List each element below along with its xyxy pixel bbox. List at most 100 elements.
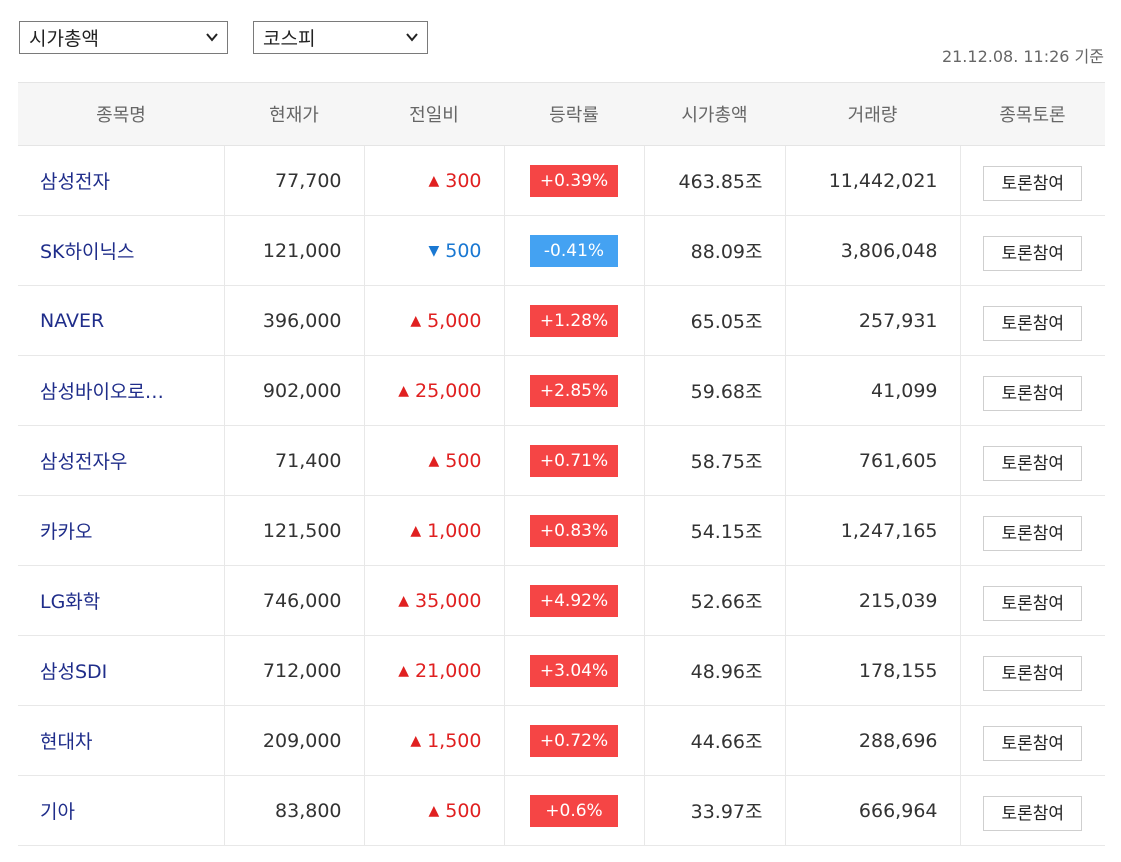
- discussion-cell: 토론참여: [959, 495, 1105, 566]
- change-rate: +0.72%: [503, 705, 644, 776]
- table-row: SK하이닉스 121,000 ▼ 500 -0.41% 88.09조 3,806,048 토론…: [18, 215, 1105, 286]
- price-change-value: 21,000: [415, 659, 482, 682]
- table-row: LG화학 746,000 ▲ 35,000 +4.92% 52.66조 215,039 토론참…: [18, 565, 1105, 636]
- change-rate-badge: +3.04%: [530, 654, 618, 687]
- table-row: NAVER 396,000 ▲ 5,000 +1.28% 65.05조 257,931 토론참…: [18, 285, 1105, 356]
- stock-table: 종목명 현재가 전일비 등락률 시가총액 거래량 종목토론 삼성전자 77,700…: [18, 82, 1105, 846]
- sort-select[interactable]: 시가총액: [19, 21, 228, 54]
- join-discussion-button[interactable]: 토론참여: [983, 446, 1083, 481]
- stock-name-link[interactable]: 삼성전자: [18, 145, 224, 216]
- stock-name-link[interactable]: 현대차: [18, 705, 224, 776]
- discussion-cell: 토론참여: [959, 355, 1105, 426]
- change-rate: +3.04%: [503, 635, 644, 706]
- current-price: 121,000: [223, 215, 364, 286]
- discussion-cell: 토론참여: [959, 145, 1105, 216]
- market-select-value: 코스피: [263, 28, 316, 50]
- market-cap: 59.68조: [643, 355, 785, 426]
- change-rate: +0.6%: [503, 775, 644, 846]
- table-row: 기아 83,800 ▲ 500 +0.6% 33.97조 666,964 토론참여: [18, 775, 1105, 846]
- chevron-down-icon: [206, 33, 218, 42]
- change-rate: -0.41%: [503, 215, 644, 286]
- current-price: 121,500: [223, 495, 364, 566]
- price-change: ▲ 5,000: [363, 285, 504, 356]
- stock-name-link[interactable]: 삼성SDI: [18, 635, 224, 706]
- market-cap: 48.96조: [643, 635, 785, 706]
- price-change: ▲ 21,000: [363, 635, 504, 706]
- price-change: ▲ 25,000: [363, 355, 504, 426]
- join-discussion-button[interactable]: 토론참여: [983, 236, 1083, 271]
- join-discussion-button[interactable]: 토론참여: [983, 586, 1083, 621]
- volume: 1,247,165: [784, 495, 960, 566]
- sort-select-value: 시가총액: [29, 28, 99, 50]
- discussion-cell: 토론참여: [959, 215, 1105, 286]
- table-header: 종목명 현재가 전일비 등락률 시가총액 거래량 종목토론: [18, 82, 1105, 146]
- table-row: 삼성전자우 71,400 ▲ 500 +0.71% 58.75조 761,605 토론참여: [18, 425, 1105, 496]
- volume: 215,039: [784, 565, 960, 636]
- join-discussion-button[interactable]: 토론참여: [983, 726, 1083, 761]
- price-change-value: 5,000: [427, 309, 482, 332]
- change-rate-badge: +0.39%: [530, 164, 618, 197]
- price-change: ▲ 500: [363, 775, 504, 846]
- current-price: 71,400: [223, 425, 364, 496]
- price-change-value: 1,500: [427, 729, 482, 752]
- current-price: 396,000: [223, 285, 364, 356]
- change-rate: +0.39%: [503, 145, 644, 216]
- join-discussion-button[interactable]: 토론참여: [983, 656, 1083, 691]
- stock-name-link[interactable]: NAVER: [18, 285, 224, 356]
- change-rate: +4.92%: [503, 565, 644, 636]
- current-price: 902,000: [223, 355, 364, 426]
- stock-name-link[interactable]: SK하이닉스: [18, 215, 224, 286]
- table-row: 카카오 121,500 ▲ 1,000 +0.83% 54.15조 1,247,165 토론참…: [18, 495, 1105, 566]
- volume: 257,931: [784, 285, 960, 356]
- stock-name-link[interactable]: LG화학: [18, 565, 224, 636]
- market-select[interactable]: 코스피: [253, 21, 428, 54]
- col-header-volume: 거래량: [785, 82, 960, 146]
- volume: 288,696: [784, 705, 960, 776]
- price-change-value: 500: [445, 449, 482, 472]
- table-row: 삼성SDI 712,000 ▲ 21,000 +3.04% 48.96조 178,155 토론…: [18, 635, 1105, 706]
- current-price: 77,700: [223, 145, 364, 216]
- change-rate-badge: +1.28%: [530, 304, 618, 337]
- price-change: ▲ 300: [363, 145, 504, 216]
- market-cap: 44.66조: [643, 705, 785, 776]
- stock-name-link[interactable]: 삼성전자우: [18, 425, 224, 496]
- triangle-up-icon: ▲: [428, 172, 440, 189]
- current-price: 83,800: [223, 775, 364, 846]
- discussion-cell: 토론참여: [959, 705, 1105, 776]
- col-header-name: 종목명: [18, 82, 224, 146]
- market-cap: 463.85조: [643, 145, 785, 216]
- change-rate-badge: +0.71%: [530, 444, 618, 477]
- table-row: 삼성바이오로… 902,000 ▲ 25,000 +2.85% 59.68조 41,099 토…: [18, 355, 1105, 426]
- col-header-discussion: 종목토론: [960, 82, 1105, 146]
- join-discussion-button[interactable]: 토론참여: [983, 306, 1083, 341]
- join-discussion-button[interactable]: 토론참여: [983, 376, 1083, 411]
- join-discussion-button[interactable]: 토론참여: [983, 796, 1083, 831]
- price-change-value: 1,000: [427, 519, 482, 542]
- market-cap: 88.09조: [643, 215, 785, 286]
- change-rate: +0.71%: [503, 425, 644, 496]
- triangle-down-icon: ▼: [428, 242, 440, 259]
- price-change-value: 500: [445, 239, 482, 262]
- price-change-value: 500: [445, 799, 482, 822]
- market-cap: 52.66조: [643, 565, 785, 636]
- chevron-down-icon: [406, 33, 418, 42]
- join-discussion-button[interactable]: 토론참여: [983, 166, 1083, 201]
- change-rate: +0.83%: [503, 495, 644, 566]
- join-discussion-button[interactable]: 토론참여: [983, 516, 1083, 551]
- market-cap: 58.75조: [643, 425, 785, 496]
- stock-name-link[interactable]: 카카오: [18, 495, 224, 566]
- stock-name-link[interactable]: 삼성바이오로…: [18, 355, 224, 426]
- volume: 666,964: [784, 775, 960, 846]
- discussion-cell: 토론참여: [959, 285, 1105, 356]
- change-rate: +1.28%: [503, 285, 644, 356]
- price-change-value: 25,000: [415, 379, 482, 402]
- triangle-up-icon: ▲: [398, 592, 410, 609]
- change-rate-badge: +4.92%: [530, 584, 618, 617]
- table-row: 현대차 209,000 ▲ 1,500 +0.72% 44.66조 288,696 토론참여: [18, 705, 1105, 776]
- stock-name-link[interactable]: 기아: [18, 775, 224, 846]
- volume: 3,806,048: [784, 215, 960, 286]
- price-change: ▲ 35,000: [363, 565, 504, 636]
- col-header-price: 현재가: [224, 82, 364, 146]
- market-cap: 54.15조: [643, 495, 785, 566]
- discussion-cell: 토론참여: [959, 635, 1105, 706]
